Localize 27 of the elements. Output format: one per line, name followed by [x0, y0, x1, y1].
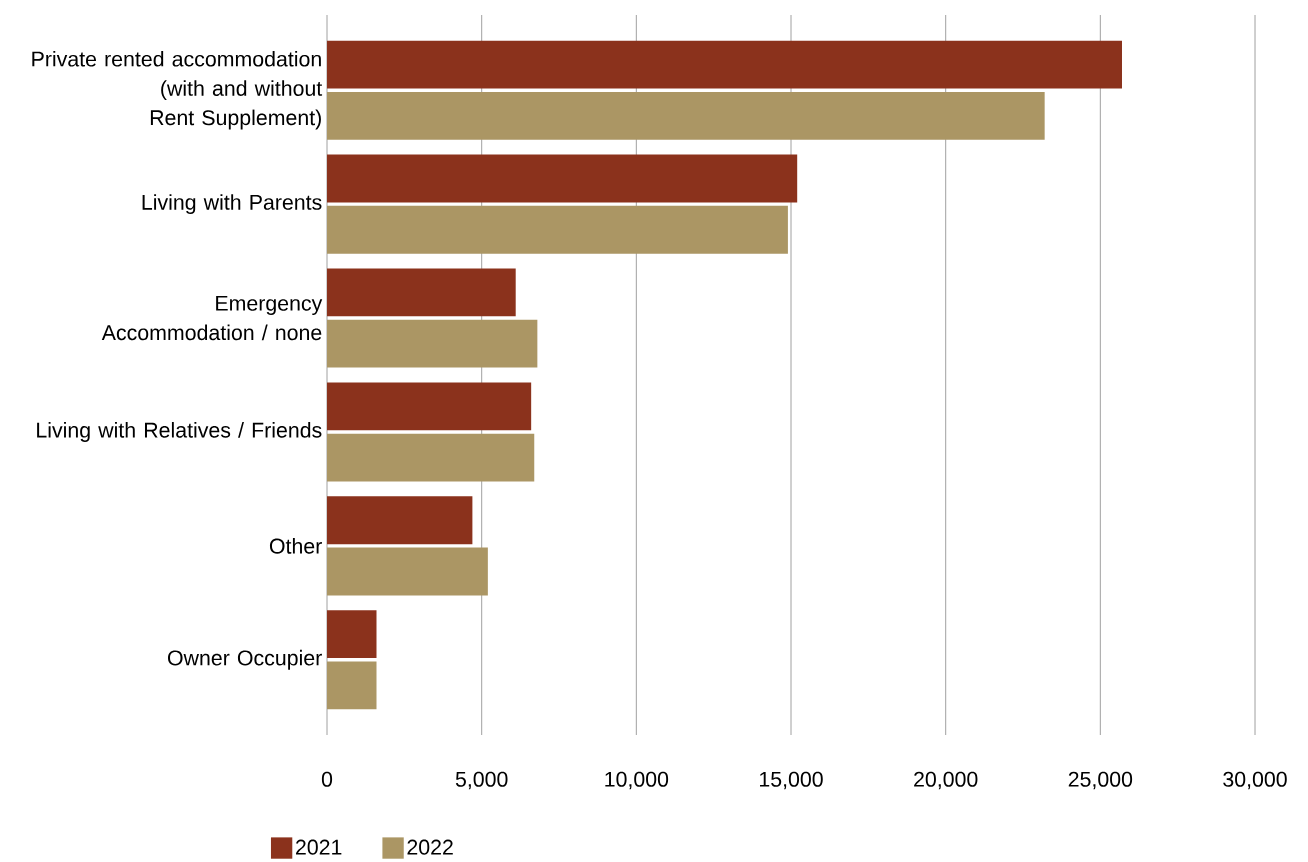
bar: [327, 547, 488, 596]
y-tick-label: Emergency Accommodation / none: [101, 296, 323, 341]
bar: [327, 154, 798, 203]
x-tick-label: 15,000: [760, 771, 823, 790]
bar: [327, 610, 377, 659]
x-tick-label: 30,000: [1223, 771, 1287, 790]
bar: [327, 661, 377, 710]
legend-label: 2022: [407, 839, 453, 855]
y-tick-label: Other: [269, 538, 322, 554]
bar: [327, 91, 1045, 140]
bar: [327, 268, 516, 317]
y-tick-label: Owner Occupier: [167, 649, 322, 670]
x-tick-label: 5,000: [455, 771, 508, 790]
x-tick-label: 0: [321, 771, 333, 787]
y-tick-label: Living with Parents: [142, 194, 322, 215]
x-tick-label: 20,000: [914, 771, 978, 790]
bar: [327, 319, 538, 368]
bar: [327, 382, 532, 431]
bar: [327, 205, 788, 254]
legend-label: 2021: [296, 839, 342, 855]
y-tick-label: Living with Relatives / Friends: [37, 422, 322, 443]
bar: [327, 496, 473, 545]
bar: [327, 40, 1122, 89]
x-tick-label: 25,000: [1068, 771, 1133, 790]
bar: [327, 433, 535, 482]
y-tick-label: Private rented accommodation (with and without Rent Supplement): [32, 51, 323, 130]
x-tick-label: 10,000: [605, 771, 669, 790]
